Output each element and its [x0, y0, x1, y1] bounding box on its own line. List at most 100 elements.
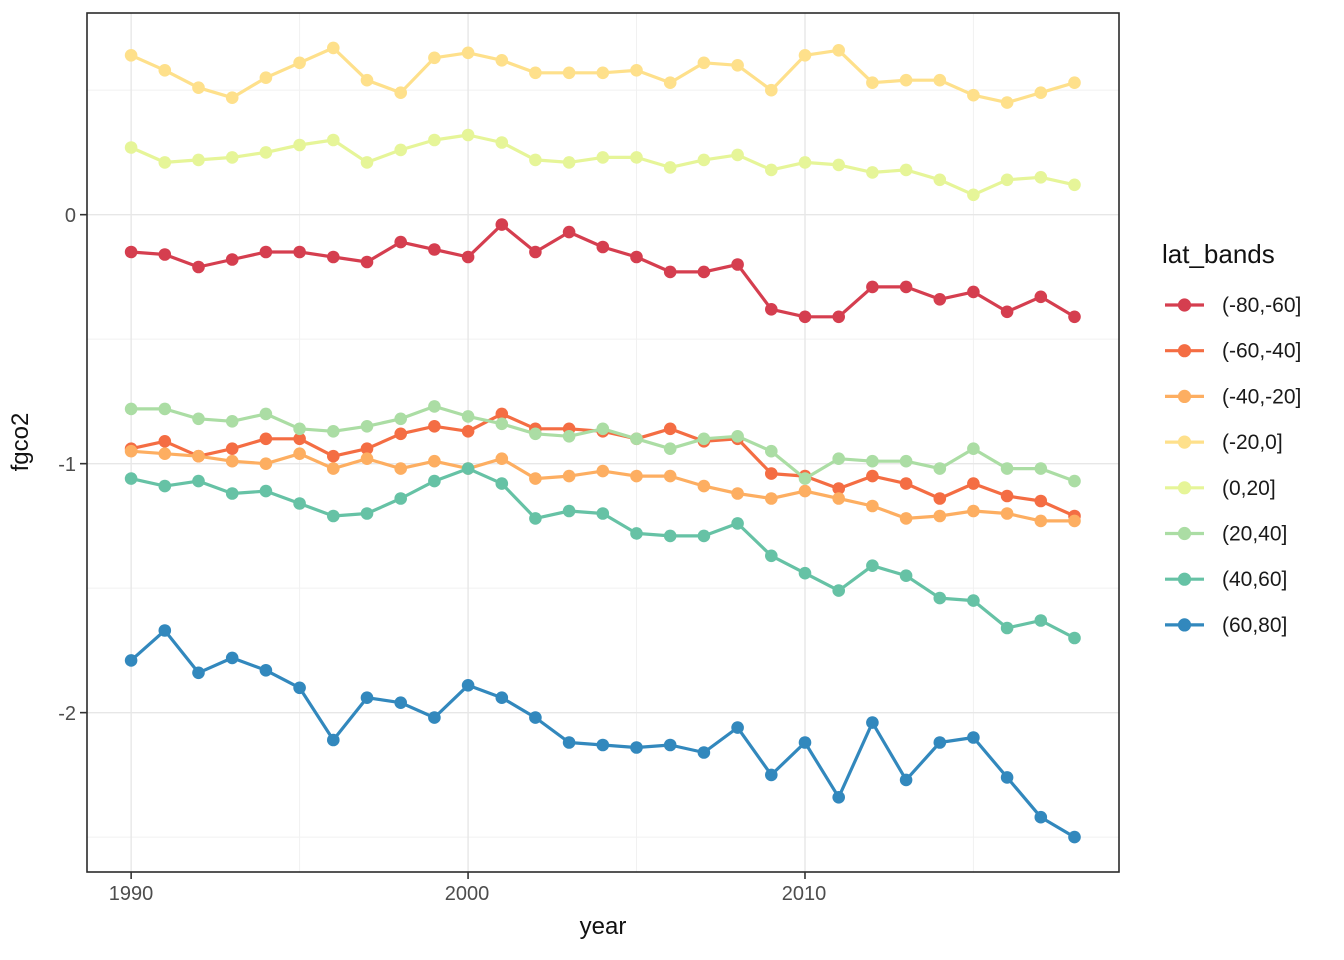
- data-point-(40,60]-1993: [225, 487, 239, 500]
- data-point-(-80,-60]-2010: [798, 310, 812, 324]
- y-tick-label-0: 0: [65, 205, 76, 227]
- data-point-(60,80]-2008: [731, 721, 744, 734]
- legend-item-(-80,-60]: (-80,-60]: [1165, 294, 1301, 317]
- data-point-(20,40]-2002: [529, 427, 542, 441]
- data-point-(-80,-60]-2012: [866, 280, 879, 294]
- legend-item-(0,20]: (0,20]: [1165, 477, 1276, 500]
- data-point-(-80,-60]-2008: [731, 258, 744, 271]
- data-point-(-80,-60]-2011: [832, 310, 845, 324]
- data-point-(-80,-60]-1996: [327, 250, 340, 264]
- data-point-(40,60]-1991: [158, 479, 172, 493]
- data-point-(-60,-40]-2001: [495, 407, 509, 421]
- data-point-(-60,-40]-1994: [259, 432, 273, 446]
- data-point-(20,40]-2012: [866, 454, 879, 468]
- data-point-(40,60]-2008: [731, 517, 744, 530]
- data-point-(0,20]-2015: [967, 188, 980, 202]
- data-point-(40,60]-2011: [832, 584, 845, 597]
- data-point-(-40,-20]-2009: [765, 492, 778, 505]
- data-point-(20,40]-1997: [360, 420, 374, 433]
- data-point-(-80,-60]-2005: [630, 250, 643, 264]
- legend: (-80,-60] (-60,-40] (-40,-20] (-20,0] (0,20]…: [1165, 294, 1301, 637]
- data-point-(-20,0]-2011: [832, 44, 845, 57]
- data-point-(20,40]-2000: [461, 410, 475, 423]
- data-point-(-60,-40]-1996: [327, 449, 340, 463]
- data-point-(20,40]-2005: [630, 432, 643, 446]
- data-point-(-80,-60]-1993: [225, 253, 239, 266]
- data-point-(-20,0]-2013: [899, 73, 913, 87]
- data-point-(0,20]-2010: [798, 156, 812, 169]
- data-point-(-60,-40]-2012: [866, 469, 879, 483]
- data-point-(-40,-20]-2003: [562, 469, 576, 483]
- data-point-(0,20]-1991: [158, 156, 172, 169]
- data-point-(0,20]-1997: [360, 156, 374, 169]
- data-point-(0,20]-1999: [428, 133, 441, 147]
- panel-border: [86, 12, 1120, 873]
- data-point-(0,20]-1998: [394, 143, 408, 157]
- data-point-(0,20]-2002: [529, 153, 542, 167]
- data-point-(40,60]-1996: [327, 509, 340, 523]
- data-point-(60,80]-1999: [428, 711, 441, 724]
- data-point-(20,40]-1998: [394, 412, 408, 426]
- data-point-(40,60]-2016: [1000, 621, 1014, 635]
- data-point-(-20,0]-1997: [360, 73, 374, 87]
- data-point-(-60,-40]-2011: [832, 482, 845, 495]
- data-point-(-60,-40]-1991: [158, 435, 172, 448]
- data-point-(60,80]-1994: [259, 664, 273, 677]
- data-point-(-60,-40]-2000: [461, 425, 475, 438]
- data-point-(20,40]-2003: [562, 430, 576, 443]
- data-point-(40,60]-2006: [663, 529, 677, 543]
- data-point-(-80,-60]-1998: [394, 235, 408, 249]
- data-point-(-60,-40]-1993: [225, 442, 239, 456]
- data-point-(-20,0]-2012: [866, 76, 879, 89]
- data-point-(60,80]-2009: [765, 768, 778, 782]
- legend-label-(40,60]: (40,60]: [1222, 568, 1287, 591]
- data-point-(0,20]-2016: [1000, 173, 1014, 187]
- data-point-(0,20]-2003: [562, 156, 576, 169]
- data-point-(20,40]-1999: [428, 400, 441, 413]
- data-point-(20,40]-2004: [596, 422, 610, 436]
- series-line-(0,20]: [130, 133, 1075, 197]
- series-(-80,-60]: [124, 218, 1081, 324]
- data-point-(-40,-20]-2002: [529, 472, 542, 485]
- series-(20,40]: [124, 400, 1081, 488]
- data-point-(-80,-60]-2006: [663, 265, 677, 279]
- data-point-(-40,-20]-1994: [259, 457, 273, 471]
- data-point-(-20,0]-2010: [798, 49, 812, 62]
- data-point-(0,20]-2014: [933, 173, 947, 187]
- data-point-(60,80]-1996: [327, 733, 340, 747]
- data-point-(60,80]-2011: [832, 791, 845, 804]
- data-point-(20,40]-2015: [967, 442, 980, 456]
- legend-key-point-(-40,-20]: [1177, 389, 1192, 403]
- series-(-40,-20]: [124, 444, 1081, 528]
- data-point-(-80,-60]-2002: [529, 245, 542, 259]
- legend-item-(40,60]: (40,60]: [1165, 568, 1287, 591]
- data-point-(20,40]-2017: [1034, 462, 1048, 475]
- data-point-(60,80]-2001: [495, 691, 509, 704]
- data-point-(-20,0]-2008: [731, 59, 744, 72]
- data-point-(-40,-20]-2018: [1068, 514, 1081, 528]
- data-point-(-60,-40]-2006: [663, 422, 677, 436]
- data-point-(-20,0]-2005: [630, 64, 643, 77]
- data-point-(20,40]-2016: [1000, 462, 1014, 475]
- legend-key-point-(60,80]: [1177, 618, 1192, 632]
- data-point-(-20,0]-1992: [192, 81, 205, 94]
- data-point-(60,80]-1998: [394, 696, 408, 709]
- data-point-(-20,0]-1996: [327, 41, 340, 55]
- data-point-(60,80]-2016: [1000, 771, 1014, 784]
- x-axis-title: year: [580, 913, 627, 940]
- data-point-(-20,0]-2002: [529, 66, 542, 80]
- series-(40,60]: [124, 462, 1081, 645]
- data-point-(-40,-20]-2005: [630, 469, 643, 483]
- data-point-(-40,-20]-1990: [124, 444, 138, 458]
- data-point-(60,80]-2014: [933, 736, 947, 749]
- y-tick-label-1: -1: [58, 454, 76, 476]
- data-point-(-40,-20]-2016: [1000, 507, 1014, 520]
- data-point-(-60,-40]-1998: [394, 427, 408, 441]
- data-point-(60,80]-2006: [663, 738, 677, 752]
- data-point-(-40,-20]-1991: [158, 447, 172, 461]
- data-point-(-60,-40]-1995: [293, 432, 306, 446]
- data-point-(40,60]-2010: [798, 566, 812, 580]
- data-point-(-20,0]-2000: [461, 46, 475, 60]
- data-point-(-40,-20]-1999: [428, 454, 441, 468]
